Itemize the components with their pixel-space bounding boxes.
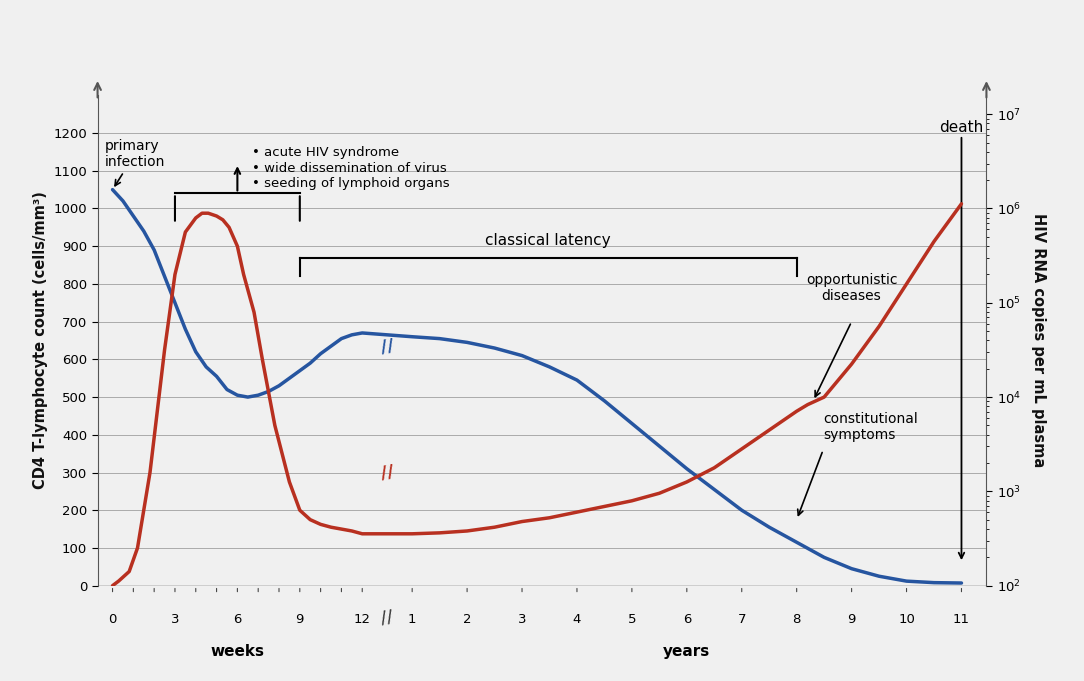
Text: 5: 5: [628, 613, 636, 626]
Text: 3: 3: [518, 613, 526, 626]
Text: 2: 2: [463, 613, 472, 626]
Text: 9: 9: [296, 613, 304, 626]
Text: 8: 8: [792, 613, 801, 626]
Text: 0: 0: [108, 613, 117, 626]
Text: 12: 12: [353, 613, 371, 626]
Text: primary
infection: primary infection: [105, 139, 166, 186]
Text: classical latency: classical latency: [486, 233, 611, 248]
Text: 6: 6: [233, 613, 242, 626]
Text: 3: 3: [170, 613, 179, 626]
Text: • acute HIV syndrome: • acute HIV syndrome: [253, 146, 400, 159]
Y-axis label: HIV RNA copies per mL plasma: HIV RNA copies per mL plasma: [1031, 213, 1046, 468]
Y-axis label: CD4 T-lymphocyte count (cells/mm³): CD4 T-lymphocyte count (cells/mm³): [33, 191, 48, 490]
Text: years: years: [663, 644, 710, 659]
Text: • seeding of lymphoid organs: • seeding of lymphoid organs: [253, 176, 450, 189]
Text: 10: 10: [899, 613, 915, 626]
Text: • wide dissemination of virus: • wide dissemination of virus: [253, 161, 447, 174]
Text: //: //: [379, 607, 395, 628]
Text: 7: 7: [737, 613, 746, 626]
Text: //: //: [379, 336, 396, 356]
Text: 11: 11: [953, 613, 970, 626]
Text: 1: 1: [408, 613, 416, 626]
Text: //: //: [379, 462, 396, 483]
Text: 9: 9: [848, 613, 855, 626]
Text: death: death: [940, 120, 983, 135]
Text: opportunistic
diseases: opportunistic diseases: [805, 272, 898, 303]
Text: weeks: weeks: [210, 644, 264, 659]
Text: constitutional
symptoms: constitutional symptoms: [823, 412, 918, 443]
Text: 4: 4: [572, 613, 581, 626]
Text: 6: 6: [683, 613, 691, 626]
